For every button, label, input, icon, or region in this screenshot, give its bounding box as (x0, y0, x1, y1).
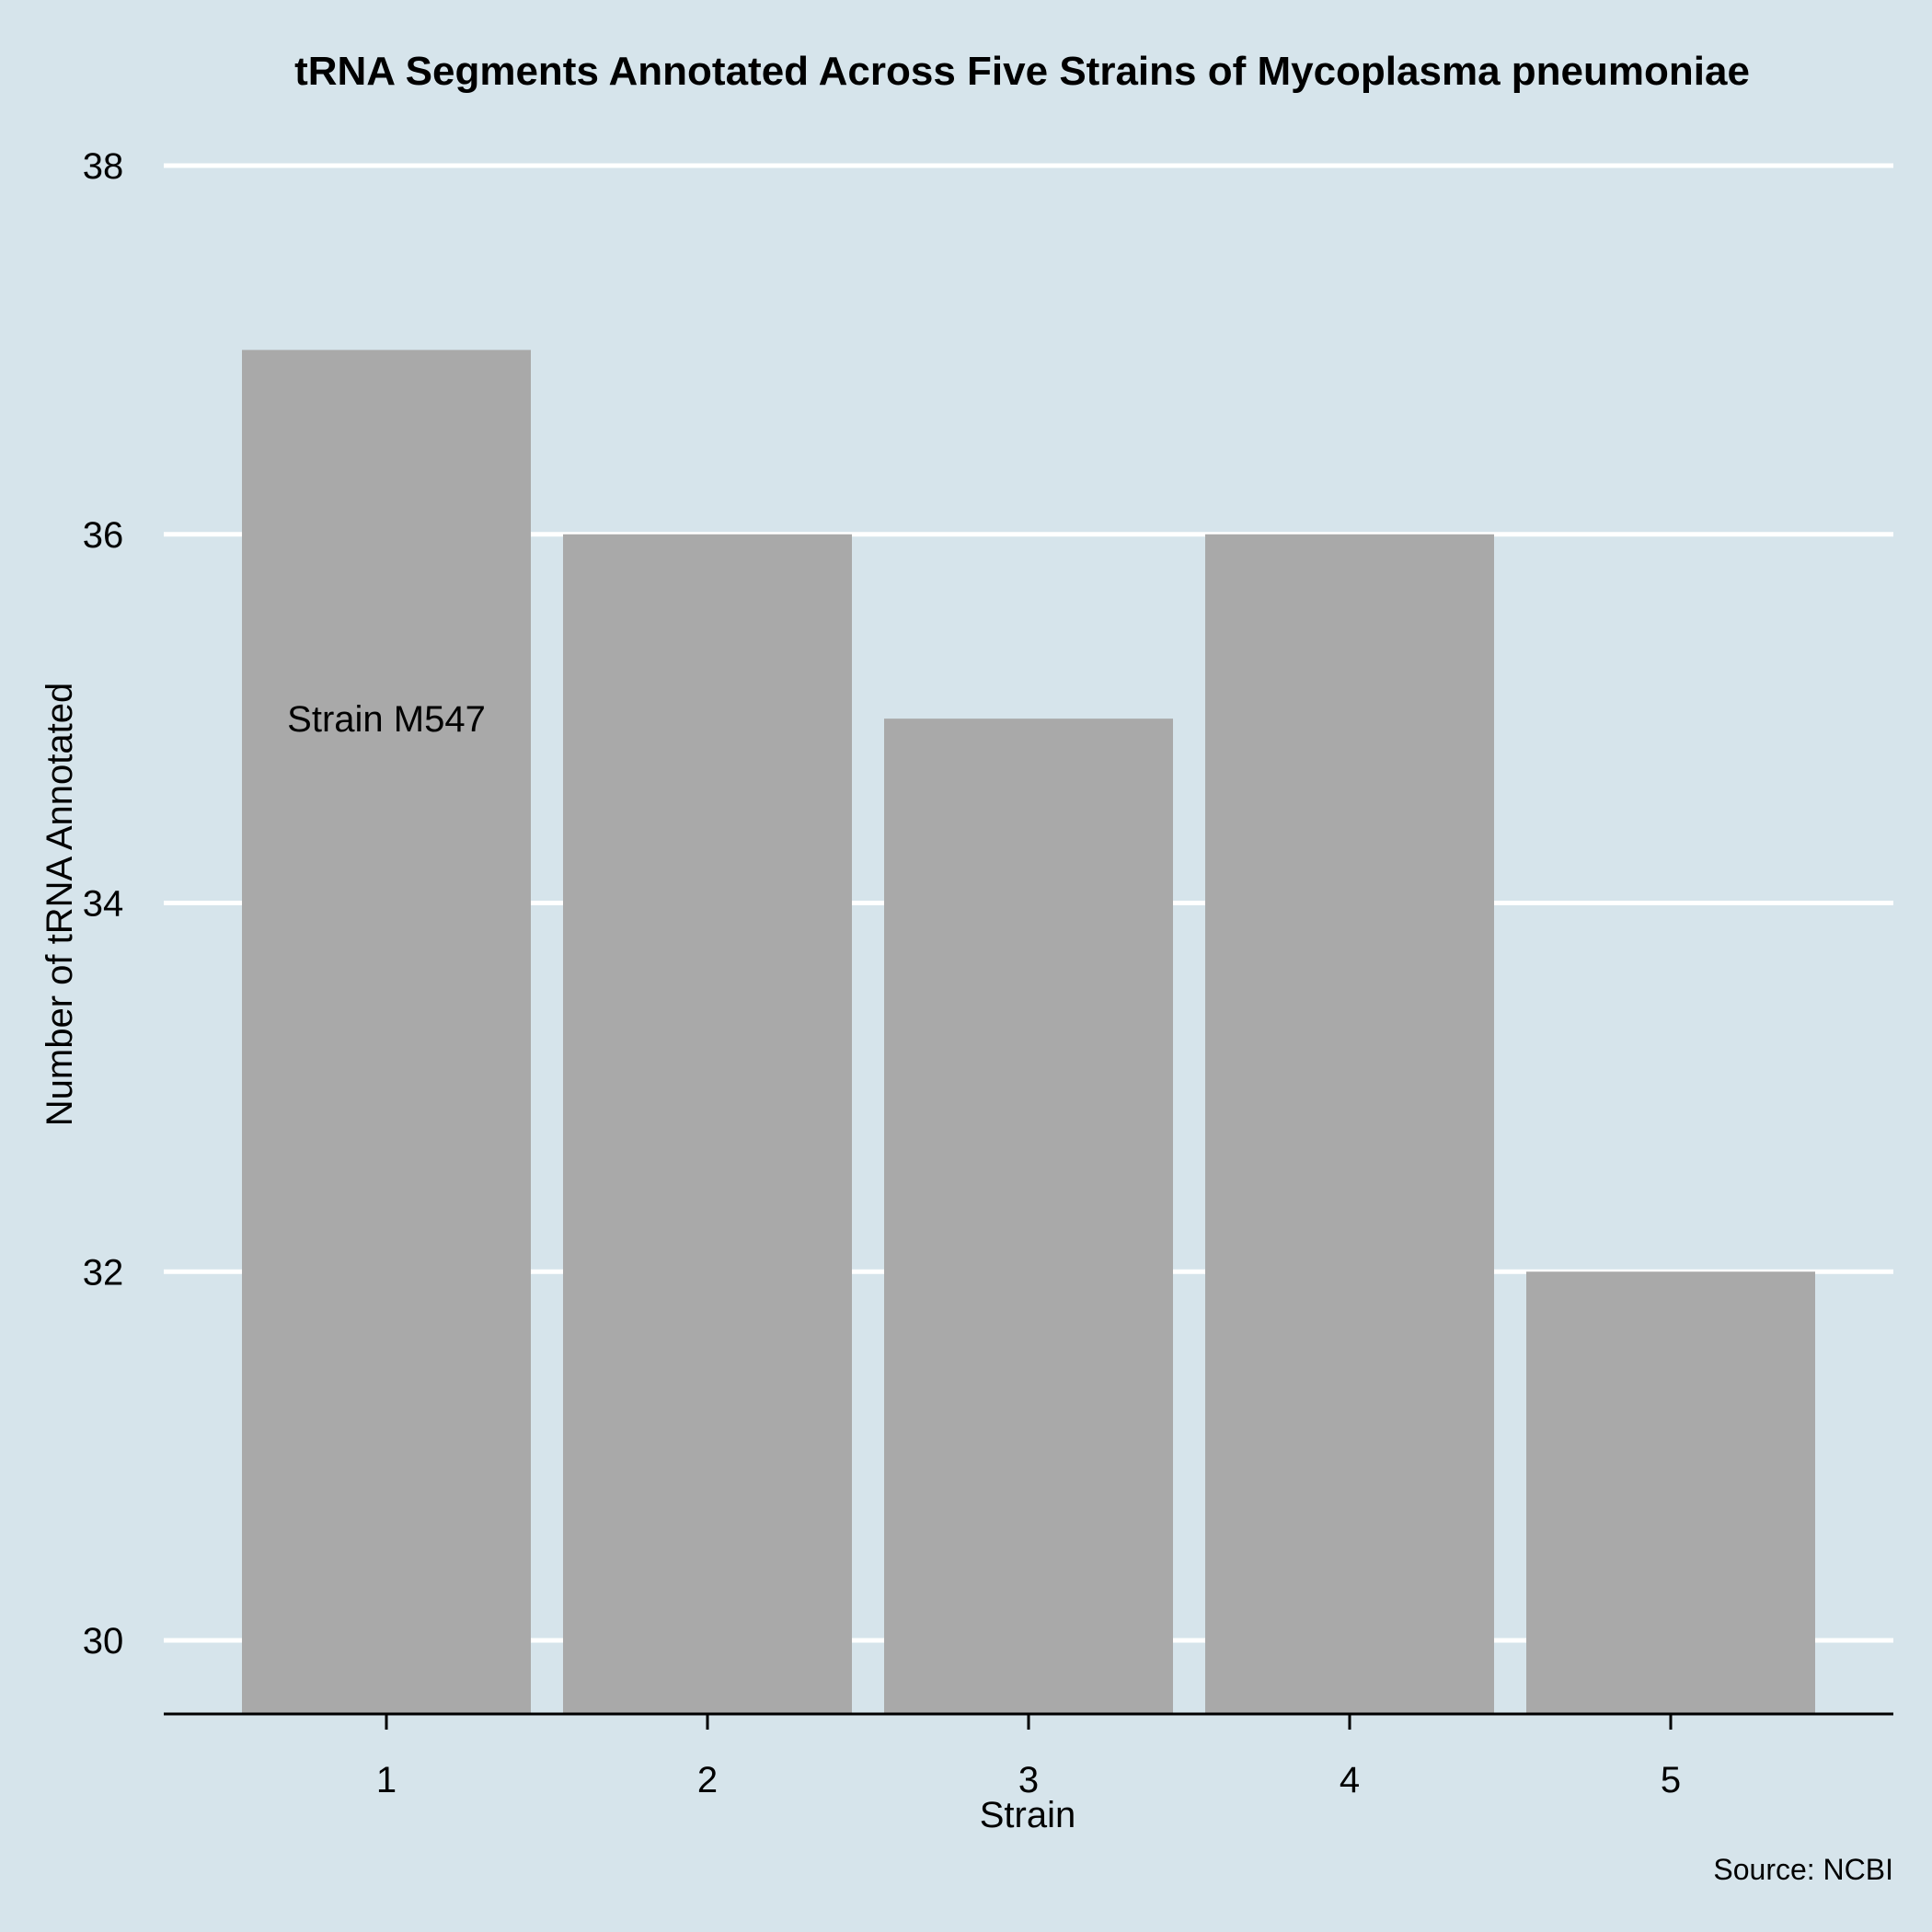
x-ticks: 1 2 3 4 5 (376, 1714, 1681, 1800)
x-tick-label: 3 (1018, 1760, 1039, 1800)
y-tick-label: 34 (83, 884, 124, 925)
y-tick-labels: 30 32 34 36 38 (83, 146, 124, 1662)
bar (563, 534, 852, 1714)
x-tick-label: 2 (697, 1760, 718, 1800)
x-tick-label: 5 (1661, 1760, 1681, 1800)
y-tick-label: 36 (83, 515, 124, 556)
bar (242, 350, 531, 1714)
x-tick-label: 1 (376, 1760, 397, 1800)
x-tick-label: 4 (1340, 1760, 1360, 1800)
source-caption: Source: NCBI (1713, 1853, 1893, 1886)
y-tick-label: 30 (83, 1621, 124, 1662)
bars (242, 350, 1815, 1714)
bar (884, 719, 1173, 1714)
y-tick-label: 32 (83, 1252, 124, 1293)
y-tick-label: 38 (83, 146, 124, 187)
bar (1526, 1271, 1815, 1714)
chart-title: tRNA Segments Annotated Across Five Stra… (294, 49, 1750, 94)
y-axis-title: Number of tRNA Annotated (40, 683, 80, 1127)
x-axis-title: Strain (980, 1795, 1076, 1835)
bar (1205, 534, 1494, 1714)
chart-annotation: Strain M547 (287, 699, 486, 740)
